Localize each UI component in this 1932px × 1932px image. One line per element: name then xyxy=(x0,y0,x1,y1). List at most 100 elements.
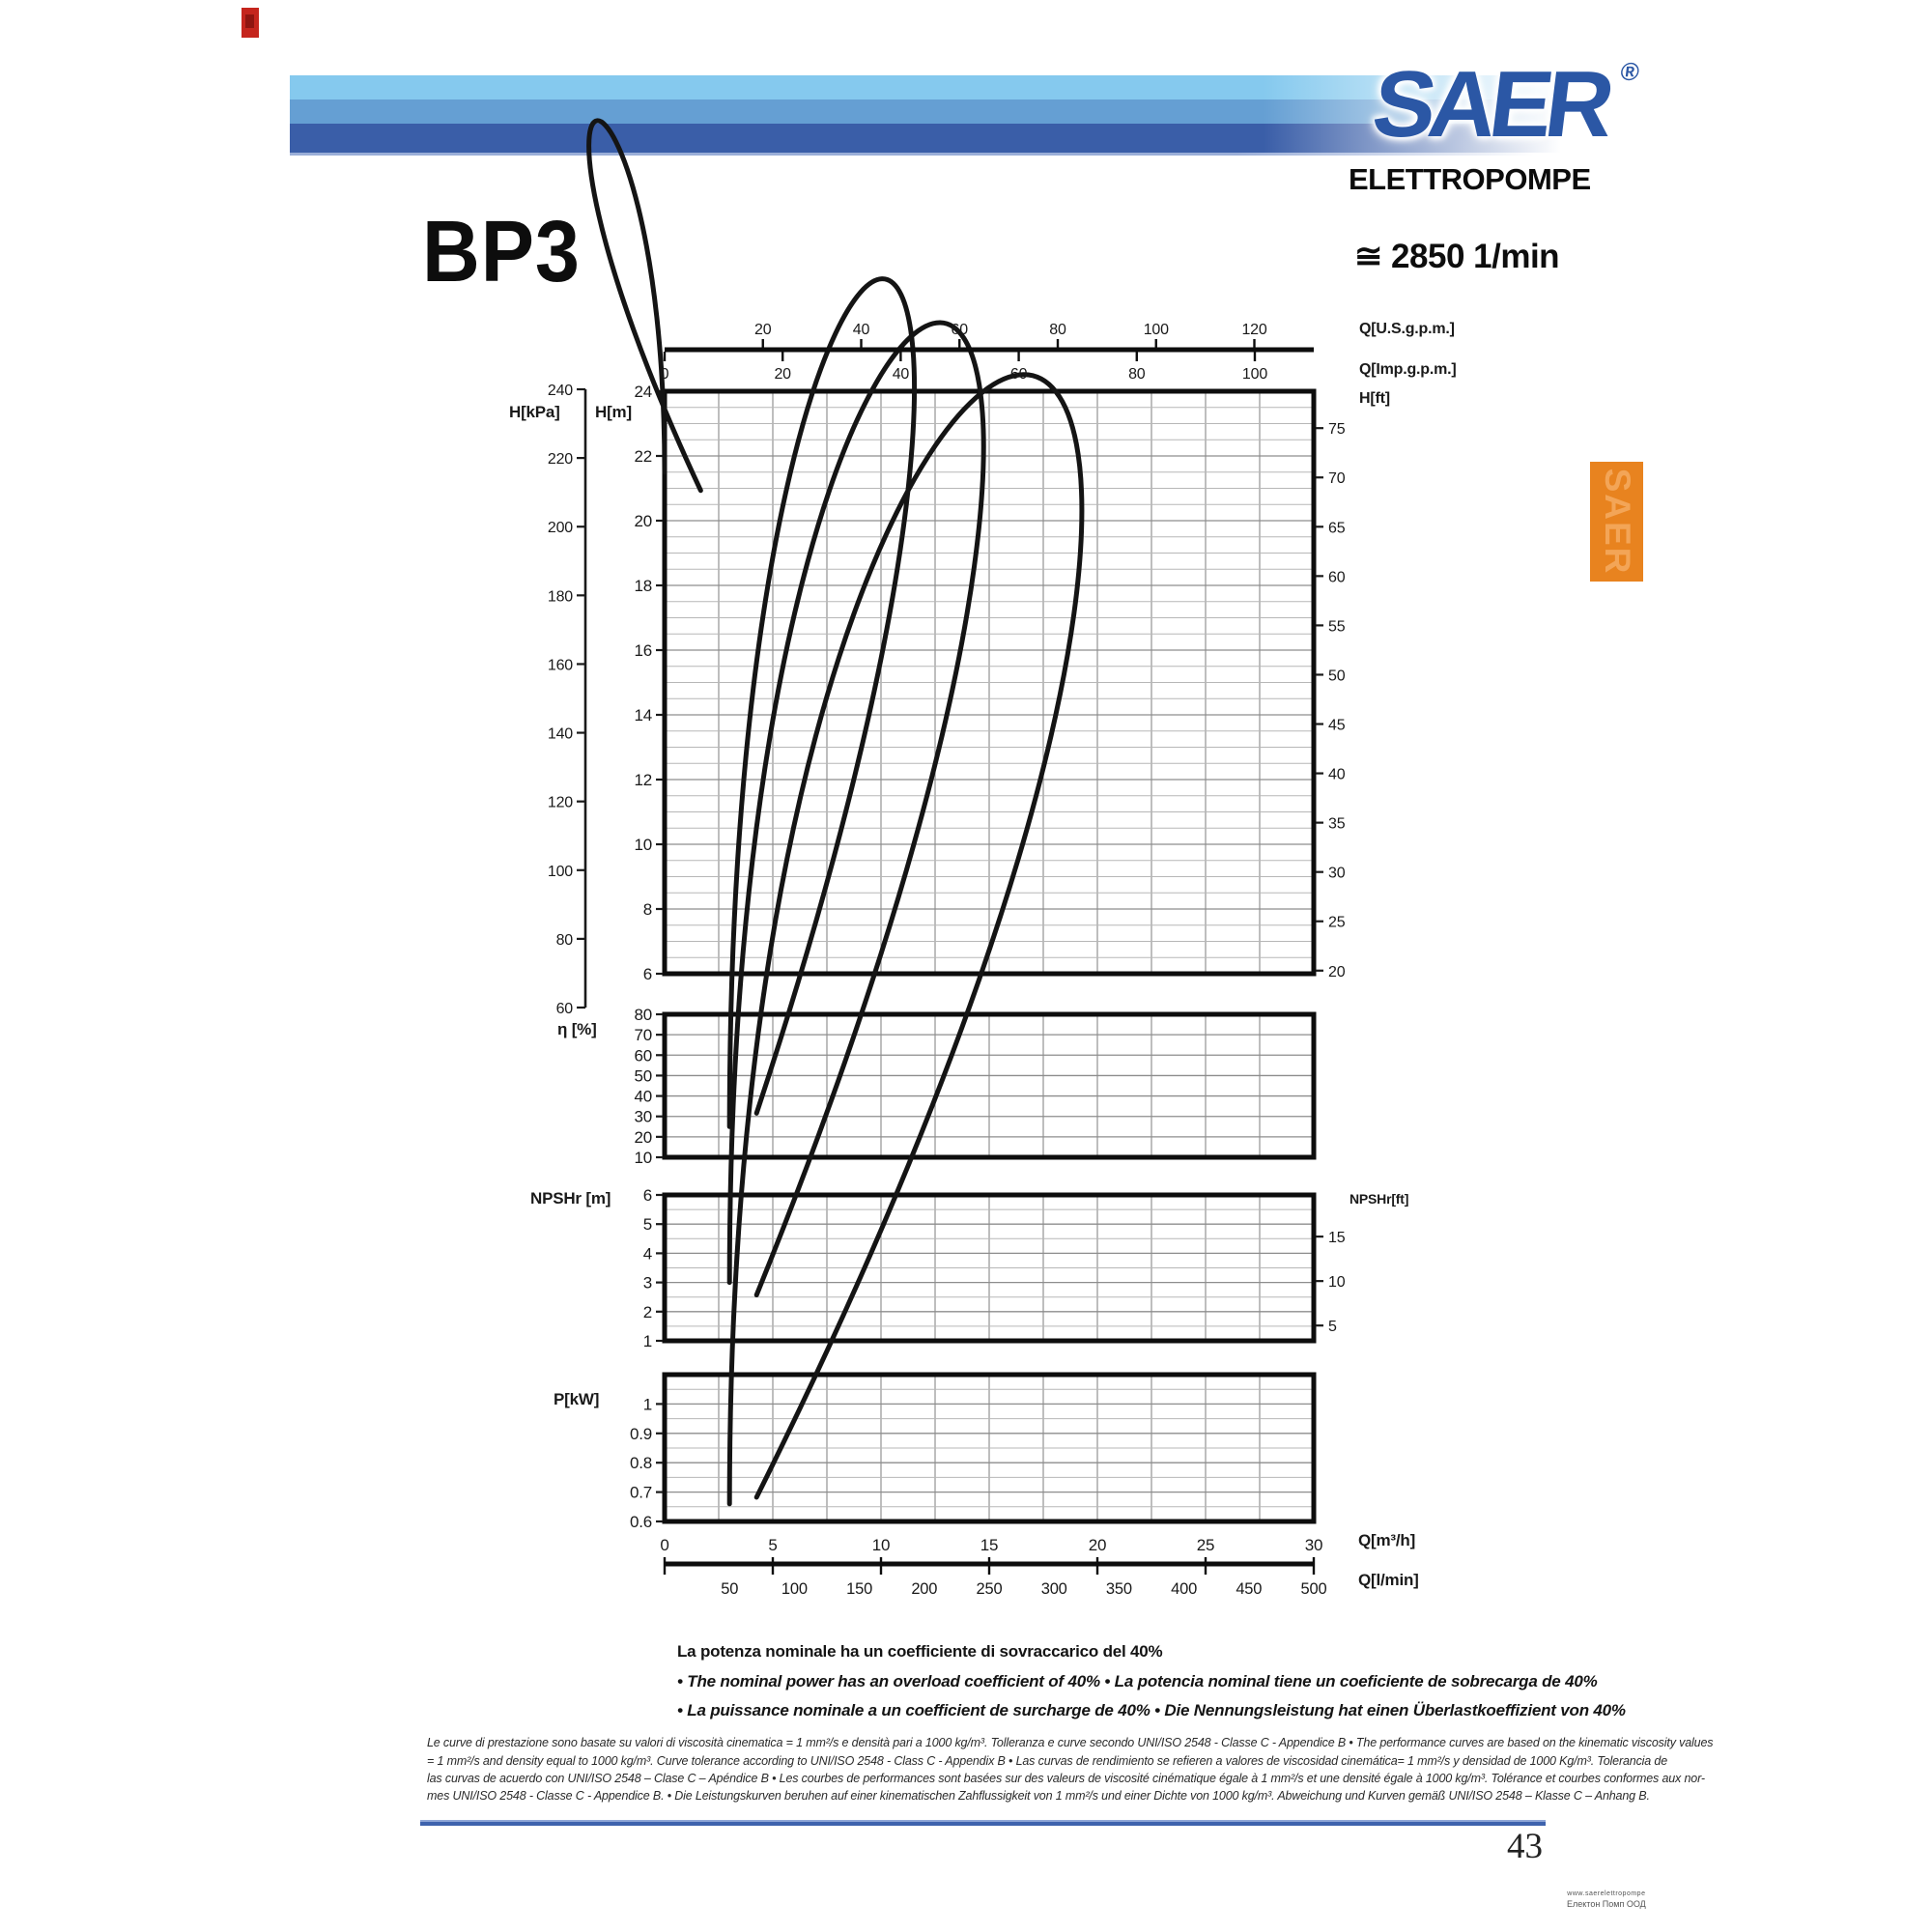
svg-text:100: 100 xyxy=(1144,322,1169,338)
svg-text:22: 22 xyxy=(634,447,652,466)
pump-model-title: BP3 xyxy=(422,204,581,300)
tolerance-fine-print-line4: mes UNI/ISO 2548 - Classe C - Appendice … xyxy=(427,1789,1650,1803)
svg-text:80: 80 xyxy=(1049,322,1066,338)
svg-text:18: 18 xyxy=(634,577,652,595)
saer-logo-text: SAER xyxy=(1367,51,1614,156)
svg-text:200: 200 xyxy=(548,520,573,536)
npshr-grid xyxy=(665,1195,1314,1341)
axis-label-npshr-m: NPSHr [m] xyxy=(530,1189,611,1208)
svg-text:16: 16 xyxy=(634,641,652,660)
axis-label-qm3h: Q[m³/h] xyxy=(1358,1531,1416,1549)
header-stripe-dark xyxy=(290,124,1642,153)
distributor-watermark: www.saerelettropompe Електон Помп ООД xyxy=(1567,1889,1646,1909)
bottom-flow-axis: 0 5 10 15 20 25 30 50 100 150 200 250 300 350 400 450 50… xyxy=(660,1536,1326,1598)
svg-text:14: 14 xyxy=(634,706,652,724)
svg-text:180: 180 xyxy=(548,588,573,605)
svg-text:15: 15 xyxy=(980,1536,999,1554)
svg-text:10: 10 xyxy=(634,1149,652,1167)
svg-text:0.6: 0.6 xyxy=(630,1513,652,1531)
axis-label-hkpa: H[kPa] xyxy=(509,403,560,421)
axis-label-impgpm: Q[Imp.g.p.m.] xyxy=(1359,361,1457,378)
head-grid xyxy=(665,391,1314,974)
rated-speed: ≅ 2850 1/min xyxy=(1354,238,1560,275)
svg-text:55: 55 xyxy=(1328,618,1346,635)
svg-text:160: 160 xyxy=(548,657,573,673)
print-registration-mark xyxy=(242,8,259,38)
svg-text:60: 60 xyxy=(952,322,969,338)
svg-text:70: 70 xyxy=(634,1026,652,1044)
svg-text:140: 140 xyxy=(548,726,573,743)
svg-text:1: 1 xyxy=(643,1395,652,1413)
svg-text:100: 100 xyxy=(1242,366,1267,383)
svg-text:350: 350 xyxy=(1106,1580,1132,1598)
svg-text:100: 100 xyxy=(548,864,573,880)
svg-text:1: 1 xyxy=(643,1332,652,1350)
orange-side-tab: SAER xyxy=(1590,462,1643,582)
svg-text:45: 45 xyxy=(1328,718,1346,734)
footer-rule xyxy=(420,1820,1546,1826)
axis-label-npshr-ft: NPSHr[ft] xyxy=(1350,1191,1409,1207)
svg-text:60: 60 xyxy=(634,1046,652,1065)
header-stripes xyxy=(290,75,1642,156)
svg-text:25: 25 xyxy=(1328,915,1346,931)
svg-text:20: 20 xyxy=(774,366,791,383)
svg-text:12: 12 xyxy=(634,771,652,789)
svg-text:20: 20 xyxy=(634,1128,652,1147)
power-chart: 1 0.9 0.8 0.7 0.6 xyxy=(630,372,1317,1531)
svg-text:20: 20 xyxy=(754,322,772,338)
registered-mark: ® xyxy=(1618,57,1641,86)
svg-text:6: 6 xyxy=(643,1186,652,1205)
tolerance-fine-print-line2: = 1 mm²/s and density equal to 1000 kg/m… xyxy=(427,1754,1668,1768)
svg-text:30: 30 xyxy=(1328,866,1346,882)
svg-text:75: 75 xyxy=(1328,421,1346,438)
svg-text:300: 300 xyxy=(1041,1580,1067,1598)
svg-text:4: 4 xyxy=(643,1244,652,1263)
page-number: 43 xyxy=(1507,1827,1543,1866)
svg-text:20: 20 xyxy=(634,512,652,530)
svg-text:50: 50 xyxy=(1328,668,1346,684)
tolerance-fine-print-line3: las curvas de acuerdo con UNI/ISO 2548 –… xyxy=(427,1772,1705,1785)
svg-text:5: 5 xyxy=(1328,1319,1337,1335)
svg-text:5: 5 xyxy=(768,1536,777,1554)
header-stripe-medium xyxy=(290,99,1642,124)
svg-text:0.9: 0.9 xyxy=(630,1425,652,1443)
watermark-name: Електон Помп ООД xyxy=(1567,1899,1646,1909)
svg-text:400: 400 xyxy=(1171,1580,1197,1598)
axis-label-eta: η [%] xyxy=(557,1020,597,1038)
svg-text:2: 2 xyxy=(643,1303,652,1321)
axis-label-hft: H[ft] xyxy=(1359,390,1390,407)
axis-label-pkw: P[kW] xyxy=(554,1390,600,1408)
svg-text:15: 15 xyxy=(1328,1230,1346,1246)
svg-text:220: 220 xyxy=(548,451,573,468)
svg-text:10: 10 xyxy=(634,836,652,854)
svg-text:65: 65 xyxy=(1328,520,1346,536)
svg-text:500: 500 xyxy=(1301,1580,1327,1598)
svg-text:6: 6 xyxy=(643,965,652,983)
svg-text:80: 80 xyxy=(1128,366,1146,383)
svg-text:30: 30 xyxy=(1305,1536,1323,1554)
svg-text:60: 60 xyxy=(1010,366,1028,383)
svg-text:35: 35 xyxy=(1328,816,1346,833)
svg-text:10: 10 xyxy=(872,1536,891,1554)
watermark-url: www.saerelettropompe xyxy=(1567,1890,1646,1897)
overload-note-it: La potenza nominale ha un coefficiente d… xyxy=(677,1642,1163,1661)
axis-label-hm: H[m] xyxy=(595,403,632,421)
npshr-y-labels: 6 5 4 3 2 1 xyxy=(643,1186,663,1350)
top-flow-axis: 20 40 60 80 100 120 0 20 40 60 80 100 xyxy=(661,322,1314,383)
svg-text:450: 450 xyxy=(1236,1580,1262,1598)
svg-text:5: 5 xyxy=(643,1215,652,1234)
svg-text:0.7: 0.7 xyxy=(630,1484,652,1502)
axis-label-qlmin: Q[l/min] xyxy=(1358,1571,1419,1589)
svg-text:40: 40 xyxy=(634,1088,652,1106)
svg-text:0: 0 xyxy=(660,1536,668,1554)
head-y-labels: 24 22 20 18 16 14 12 10 8 6 xyxy=(634,383,663,983)
svg-text:150: 150 xyxy=(846,1580,872,1598)
svg-text:10: 10 xyxy=(1328,1274,1346,1291)
svg-text:50: 50 xyxy=(634,1066,652,1085)
svg-text:200: 200 xyxy=(911,1580,937,1598)
